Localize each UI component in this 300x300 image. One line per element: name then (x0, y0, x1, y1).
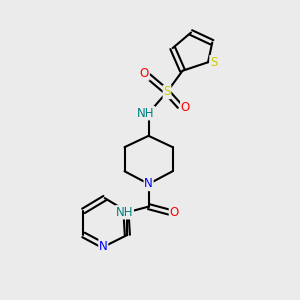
Text: NH: NH (116, 206, 133, 219)
Text: O: O (181, 101, 190, 114)
Text: N: N (144, 178, 153, 190)
Text: S: S (210, 56, 218, 69)
Text: N: N (99, 240, 108, 253)
Text: S: S (163, 85, 171, 98)
Text: O: O (169, 206, 179, 219)
Text: O: O (140, 67, 149, 80)
Text: NH: NH (137, 107, 154, 120)
